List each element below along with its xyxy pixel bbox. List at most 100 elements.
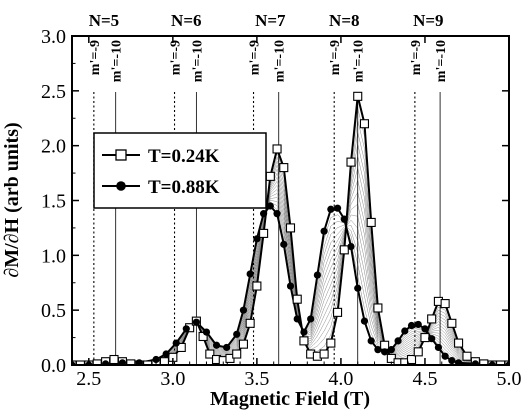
data-point-square — [333, 307, 343, 317]
data-point-square — [454, 338, 464, 348]
y-tick-label: 0.5 — [41, 300, 66, 322]
data-point-square — [479, 359, 489, 365]
data-point-circle — [260, 210, 268, 218]
data-point-square — [126, 359, 136, 365]
data-point-circle — [448, 357, 456, 365]
data-point-circle — [387, 346, 395, 354]
data-point-circle — [192, 318, 200, 326]
data-point-square — [462, 351, 472, 361]
data-point-circle — [172, 339, 180, 347]
data-point-circle — [347, 242, 355, 251]
data-point-circle — [253, 235, 261, 243]
x-tick-label: 5.0 — [497, 368, 522, 390]
data-point-square — [176, 342, 186, 353]
intermediate-temperature-curve — [72, 180, 509, 365]
legend-marker-0 — [115, 149, 127, 161]
transition-label: m'=-10 — [110, 40, 125, 82]
data-point-square — [373, 303, 383, 313]
level-label: N=9 — [413, 11, 443, 30]
data-point-circle — [381, 348, 389, 356]
data-point-circle — [162, 350, 170, 358]
y-tick-label: 0.0 — [41, 355, 66, 377]
data-point-square — [143, 360, 153, 365]
transition-label: m'=-9 — [88, 40, 103, 75]
data-point-square — [406, 354, 417, 365]
legend-box — [93, 132, 267, 209]
data-point-circle — [407, 321, 416, 330]
data-point-square — [413, 347, 423, 357]
data-point-circle — [313, 271, 321, 279]
data-point-circle — [428, 335, 436, 343]
intermediate-temperature-curve — [72, 189, 509, 365]
y-tick-label: 1.5 — [41, 191, 66, 213]
data-point-circle — [421, 325, 429, 333]
data-point-circle — [374, 346, 382, 354]
data-point-circle — [360, 317, 369, 325]
legend-marker-1 — [116, 181, 126, 191]
data-point-square — [299, 336, 309, 346]
y-tick-label: 2.5 — [41, 81, 66, 103]
data-point-circle — [273, 210, 281, 218]
level-label: N=5 — [89, 11, 119, 30]
data-point-square — [447, 318, 457, 328]
data-point-square — [440, 299, 450, 309]
data-point-circle — [300, 328, 308, 336]
y-tick-label: 2.0 — [41, 136, 66, 158]
data-point-circle — [401, 327, 409, 335]
data-point-circle — [202, 328, 211, 336]
y-axis-title: ∂M/∂H (arb units) — [1, 122, 23, 277]
data-point-circle — [233, 330, 241, 338]
level-label: N=8 — [329, 11, 359, 30]
data-point-circle — [441, 352, 449, 360]
data-point-circle — [223, 343, 231, 352]
data-point-circle — [293, 315, 301, 323]
data-point-square — [92, 359, 102, 365]
data-point-square — [232, 349, 242, 359]
transition-label: m'=-10 — [273, 40, 288, 82]
data-point-square — [366, 217, 376, 227]
data-point-circle — [246, 270, 254, 278]
data-point-square — [285, 223, 296, 233]
y-tick-label: 1.0 — [41, 245, 66, 267]
data-point-circle — [414, 320, 422, 329]
transition-label: m'=-9 — [409, 40, 424, 75]
data-point-square — [279, 163, 289, 173]
data-point-square — [427, 314, 437, 324]
transition-label: m'=-10 — [434, 40, 449, 82]
legend: T=0.24K T=0.88K — [93, 132, 267, 209]
data-point-circle — [266, 202, 274, 210]
data-point-circle — [280, 240, 288, 248]
data-point-circle — [367, 337, 375, 345]
data-point-square — [353, 91, 363, 101]
data-point-square — [75, 360, 85, 365]
level-label: N=7 — [255, 11, 286, 30]
transition-label: m'=-9 — [328, 40, 343, 75]
data-point-circle — [320, 227, 328, 235]
data-point-square — [245, 318, 255, 328]
data-point-square — [319, 349, 329, 359]
data-point-square — [272, 144, 282, 154]
data-point-square — [380, 340, 390, 350]
data-point-square — [292, 294, 302, 304]
data-point-circle — [434, 343, 443, 352]
level-label: N=6 — [171, 11, 201, 30]
x-tick-label: 3.0 — [160, 368, 185, 390]
x-tick-label: 2.5 — [76, 368, 101, 390]
data-point-square — [359, 119, 370, 129]
data-point-square — [109, 354, 119, 365]
x-tick-label: 3.5 — [244, 368, 269, 390]
data-point-circle — [182, 325, 190, 333]
x-axis-title: Magnetic Field (T) — [210, 388, 370, 410]
data-point-circle — [152, 355, 160, 364]
data-point-circle — [239, 306, 248, 314]
data-point-circle — [333, 204, 342, 212]
data-point-circle — [354, 284, 362, 292]
legend-label-1: T=0.88K — [148, 177, 220, 198]
transition-label: m'=-10 — [352, 40, 367, 82]
data-point-square — [205, 349, 215, 359]
x-tick-label: 4.0 — [328, 368, 353, 390]
data-point-circle — [340, 215, 348, 223]
y-tick-label: 3.0 — [41, 26, 66, 48]
data-point-circle — [394, 337, 402, 345]
